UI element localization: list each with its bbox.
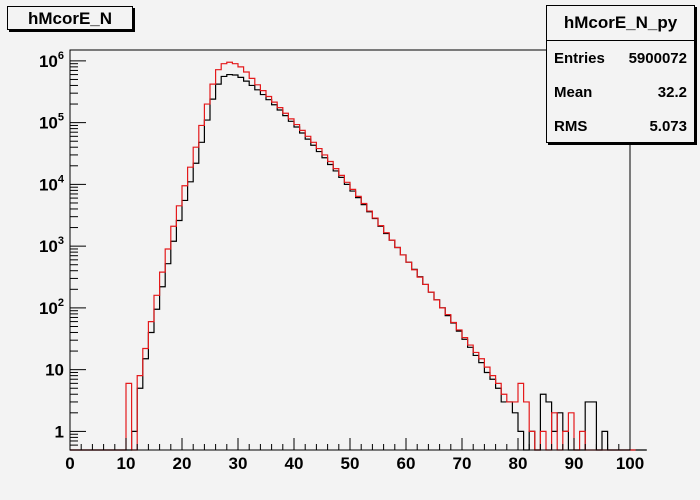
stats-label-rms: RMS [554,117,588,135]
y-tick-label-3: 103 [39,235,64,256]
stats-row-rms: RMS 5.073 [547,109,694,143]
stats-label-mean: Mean [554,83,593,101]
plot-area [70,50,630,450]
x-tick-label-5: 50 [341,454,360,473]
y-tick-label-0: 1 [55,422,64,441]
stats-value-mean: 32.2 [657,83,687,101]
x-tick-label-8: 80 [509,454,528,473]
x-tick-label-7: 70 [453,454,472,473]
y-tick-label-2: 102 [39,297,64,318]
stats-label-entries: Entries [554,49,605,67]
stats-row-mean: Mean 32.2 [547,75,694,109]
series-layer [70,61,647,451]
stats-name: hMcorE_N_py [547,6,694,41]
x-tick-label-3: 30 [229,454,248,473]
y-tick-label-5: 105 [39,112,64,133]
y-tick-label-4: 104 [39,173,65,194]
stats-row-entries: Entries 5900072 [547,41,694,75]
stats-value-entries: 5900072 [628,49,687,67]
series-line-1 [70,61,636,451]
x-tick-label-9: 90 [565,454,584,473]
stats-box: hMcorE_N_py Entries 5900072 Mean 32.2 RM… [546,5,695,143]
x-tick-label-6: 60 [397,454,416,473]
y-tick-label-6: 106 [39,50,64,71]
y-tick-label-1: 10 [45,361,64,380]
stats-value-rms: 5.073 [649,117,687,135]
x-tick-label-10: 100 [616,454,644,473]
x-tick-label-4: 40 [285,454,304,473]
x-tick-label-0: 0 [65,454,74,473]
x-tick-label-1: 10 [117,454,136,473]
x-tick-label-2: 20 [173,454,192,473]
histogram-title: hMcorE_N [7,6,133,30]
